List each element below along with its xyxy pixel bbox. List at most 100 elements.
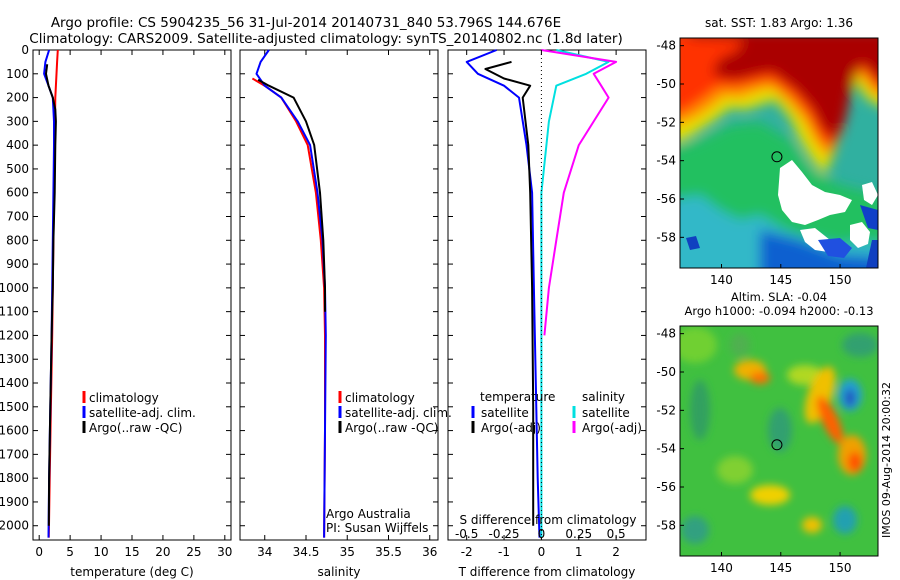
y-tick-label: 600 [6,186,29,200]
series-line-satellite [465,49,541,538]
sla-map-title-2: Argo h1000: -0.094 h2000: -0.13 [684,304,873,318]
series-line-argo-raw-qc- [257,78,326,312]
sla-map-frame [679,325,879,557]
x-tick-label: 35.5 [375,545,402,559]
y-tick-label: 200 [6,91,29,105]
s-tick-label: -0.25 [489,527,520,541]
s-tick-label: 0.5 [607,527,626,541]
map-y-tick-label: -54 [656,442,676,456]
map-x-tick-label: 145 [769,273,792,287]
difference-panel-frame [447,49,647,541]
series-line-argo-raw-qc- [45,64,57,526]
x-tick-label: 1 [575,545,583,559]
difference-legend: temperature satellite Argo(-adj) salinit… [471,390,642,435]
map-y-tick-label: -54 [656,154,676,168]
x-tick-label: -1 [498,545,510,559]
argo-australia-annotation: Argo Australia [326,507,411,521]
x-tick-label: 25 [186,545,201,559]
salinity-legend: climatology satellite-adj. clim. Argo(..… [338,391,452,435]
legend-label-sal-argo: Argo(-adj) [582,421,642,435]
s-tick-label: -0.5 [455,527,478,541]
argo-position-marker [771,151,783,163]
map-x-tick-label: 150 [829,561,852,575]
x-tick-label: 15 [124,545,139,559]
map-x-tick-label: 150 [829,273,852,287]
imos-timestamp-label: IMOS 09-Aug-2014 20:00:32 [880,382,893,538]
x-tick-label: 34.5 [293,545,320,559]
temperature-xlabel: temperature (deg C) [70,565,193,579]
x-tick-label: 20 [155,545,170,559]
y-tick-label: 0 [21,43,29,57]
series-line-argo-adj- [484,60,535,526]
legend-title-salinity: salinity [582,390,625,404]
x-tick-label: -2 [461,545,473,559]
y-tick-label: 1700 [0,447,29,461]
legend-label-sal-satellite: satellite [582,406,630,420]
y-tick-label: 1500 [0,400,29,414]
series-line-satellite [540,49,610,538]
y-tick-label: 1100 [0,305,29,319]
legend-label-satellite: satellite-adj. clim. [89,406,196,420]
y-tick-label: 900 [6,257,29,271]
y-tick-label: 500 [6,162,29,176]
y-tick-label: 1400 [0,376,29,390]
x-tick-label: 36 [422,545,437,559]
map-y-tick-label: -56 [656,480,676,494]
map-y-tick-label: -50 [656,365,676,379]
y-tick-label: 1300 [0,352,29,366]
y-tick-label: 1900 [0,495,29,509]
map-y-tick-label: -52 [656,403,676,417]
legend-label-temp-satellite: satellite [481,406,529,420]
map-x-tick-label: 140 [710,273,733,287]
series-line-satellite-adj-clim- [255,49,327,538]
argo-position-marker [771,439,783,451]
x-tick-label: 5 [66,545,74,559]
sla-map: Altim. SLA: -0.04 Argo h1000: -0.094 h20… [656,290,893,575]
x-tick-label: 34 [257,545,272,559]
map-y-tick-label: -50 [656,77,676,91]
sst-map-title: sat. SST: 1.83 Argo: 1.36 [705,16,853,30]
x-tick-label: 10 [93,545,108,559]
salinity-plot: 34 34.5 35 35.5 36 [240,49,438,559]
map-y-tick-label: -48 [656,39,676,53]
y-tick-label: 800 [6,233,29,247]
salinity-xlabel: salinity [317,565,360,579]
temperature-panel-frame [32,49,232,541]
map-x-tick-label: 145 [769,561,792,575]
temperature-legend: climatology satellite-adj. clim. Argo(..… [82,391,196,435]
salinity-panel-frame [239,49,439,541]
x-tick-label: 0 [538,545,546,559]
y-tick-label: 1200 [0,328,29,342]
y-tick-label: 300 [6,114,29,128]
y-tick-label: 1000 [0,281,29,295]
header-line-1: Argo profile: CS 5904235_56 31-Jul-2014 … [51,15,561,31]
legend-label-satellite: satellite-adj. clim. [345,406,452,420]
header-line-2: Climatology: CARS2009. Satellite-adjuste… [29,31,622,47]
sla-field [680,326,878,556]
legend-label-argo: Argo(..raw -QC) [89,421,182,435]
sst-map: sat. SST: 1.83 Argo: 1.36 140 [656,16,879,287]
series-line-argo-adj- [541,49,618,336]
legend-label-climatology: climatology [89,391,159,405]
y-tick-label: 2000 [0,519,29,533]
legend-title-temperature: temperature [480,390,555,404]
sst-field [680,38,878,268]
x-tick-label: 0 [35,545,43,559]
sla-map-title-1: Altim. SLA: -0.04 [731,290,827,304]
y-tick-label: 1800 [0,471,29,485]
map-y-tick-label: -48 [656,327,676,341]
map-y-tick-label: -58 [656,518,676,532]
difference-xlabel-top: S difference from climatology [460,513,637,527]
sst-map-axes: 140 145 150 -48 -50 -52 -54 -56 -58 [656,39,851,287]
x-tick-label: 2 [612,545,620,559]
map-x-tick-label: 140 [710,561,733,575]
legend-label-argo: Argo(..raw -QC) [345,421,438,435]
temperature-plot: 0 5 10 15 20 25 300100200300400500600700800900… [0,43,232,559]
y-tick-label: 100 [6,67,29,81]
legend-label-climatology: climatology [345,391,415,405]
sla-map-axes: 140 145 150 -48 -50 -52 -54 -56 -58 [656,327,851,575]
y-tick-label: 400 [6,138,29,152]
sst-map-frame [679,37,879,269]
